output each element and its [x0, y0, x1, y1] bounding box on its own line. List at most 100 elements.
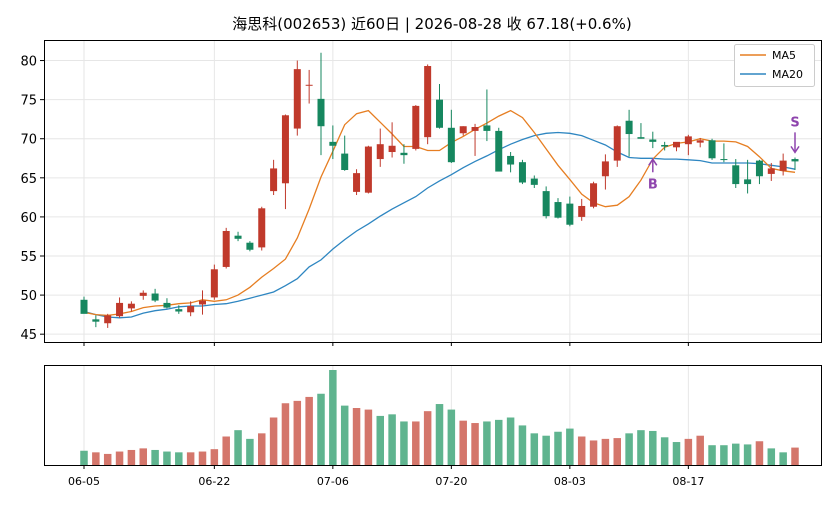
- candle-body: [116, 302, 124, 317]
- candle-body: [436, 99, 443, 128]
- volume-bar: [340, 405, 349, 465]
- candle-body: [317, 98, 325, 127]
- candle-body: [234, 235, 242, 239]
- volume-bar: [506, 417, 515, 465]
- candle: [590, 181, 598, 209]
- candle: [459, 126, 467, 136]
- volume-bar: [696, 435, 704, 465]
- volume-panel-frame: [44, 365, 822, 466]
- volume-bar: [732, 443, 740, 465]
- volume-bar: [566, 428, 574, 465]
- volume-bar: [198, 451, 207, 465]
- volume-bar: [495, 419, 503, 465]
- candle: [518, 159, 526, 185]
- date-axis: 06-05 06-22 07-06 07-20 08-03 08-17: [68, 465, 704, 488]
- candle: [187, 301, 195, 317]
- volume-bar: [483, 421, 491, 465]
- volume-bar: [127, 449, 136, 465]
- candle-body: [779, 160, 787, 171]
- candle: [329, 125, 337, 160]
- volume-bar: [755, 441, 764, 465]
- volume-bar: [601, 438, 610, 465]
- candle: [364, 145, 372, 194]
- candle: [625, 109, 633, 157]
- volume-bar: [80, 450, 88, 465]
- volume-bar: [103, 453, 112, 465]
- x-tick-label: 06-22: [198, 475, 230, 488]
- candle: [388, 122, 396, 158]
- volume-bar: [625, 433, 633, 465]
- price-grid: [45, 41, 821, 346]
- volume-bar: [684, 438, 693, 465]
- candle: [163, 298, 171, 309]
- candle: [578, 198, 586, 221]
- volume-bar: [589, 440, 598, 465]
- y-tick-label: 75: [20, 94, 37, 109]
- candle-body: [566, 203, 574, 225]
- volume-bar: [222, 436, 230, 465]
- candle: [507, 152, 515, 173]
- volume-bar: [672, 442, 681, 465]
- candle: [661, 141, 669, 151]
- signal-label: B: [648, 177, 658, 192]
- candle-body: [732, 165, 740, 185]
- volume-bar: [459, 420, 467, 465]
- candle-body: [530, 178, 538, 185]
- volume-bar: [210, 449, 219, 465]
- candlesticks: [80, 52, 799, 328]
- volume-bar: [139, 448, 147, 465]
- candle: [720, 143, 728, 163]
- candle: [234, 231, 242, 242]
- volume-bars: [80, 370, 799, 465]
- x-tick-label: 08-03: [554, 475, 586, 488]
- candle-body: [684, 136, 692, 145]
- candle: [637, 123, 645, 139]
- candle: [305, 69, 313, 104]
- candle-body: [246, 242, 254, 250]
- candle: [530, 175, 538, 188]
- candle: [471, 123, 479, 156]
- trade-signals: BS: [648, 115, 800, 192]
- y-tick-label: 50: [20, 289, 37, 304]
- candle: [293, 60, 301, 136]
- candle-body: [696, 140, 704, 143]
- candle-body: [341, 153, 349, 170]
- volume-bar: [423, 411, 432, 465]
- candle: [151, 288, 159, 303]
- candle: [92, 315, 100, 328]
- candle-body: [649, 139, 657, 142]
- volume-bar: [435, 404, 444, 465]
- candle: [258, 206, 266, 251]
- candle: [270, 159, 278, 196]
- volume-bar: [186, 452, 195, 465]
- volume-bar: [767, 448, 776, 465]
- candle-body: [578, 205, 586, 217]
- candle-body: [590, 183, 598, 207]
- candle-body: [364, 146, 372, 193]
- volume-bar: [317, 393, 325, 465]
- candle-body: [625, 120, 633, 135]
- x-tick-label: 07-20: [435, 475, 467, 488]
- candle: [673, 141, 680, 152]
- volume-bar: [542, 435, 550, 465]
- volume-bar: [364, 409, 373, 465]
- volume-bar: [649, 430, 657, 465]
- volume-bar: [400, 421, 408, 465]
- candle: [779, 153, 787, 176]
- volume-bar: [708, 445, 716, 465]
- candle: [412, 105, 420, 151]
- volume-bar: [151, 449, 159, 465]
- candle-body: [92, 319, 100, 322]
- signal-S: S: [790, 115, 800, 154]
- y-tick-label: 70: [20, 133, 37, 148]
- x-tick-label: 08-17: [672, 475, 704, 488]
- candle: [424, 64, 432, 145]
- volume-bar: [305, 396, 313, 465]
- candle: [483, 89, 491, 142]
- candle-body: [637, 137, 645, 139]
- y-tick-label: 80: [20, 55, 37, 70]
- candle: [649, 131, 657, 149]
- candle-body: [187, 306, 195, 313]
